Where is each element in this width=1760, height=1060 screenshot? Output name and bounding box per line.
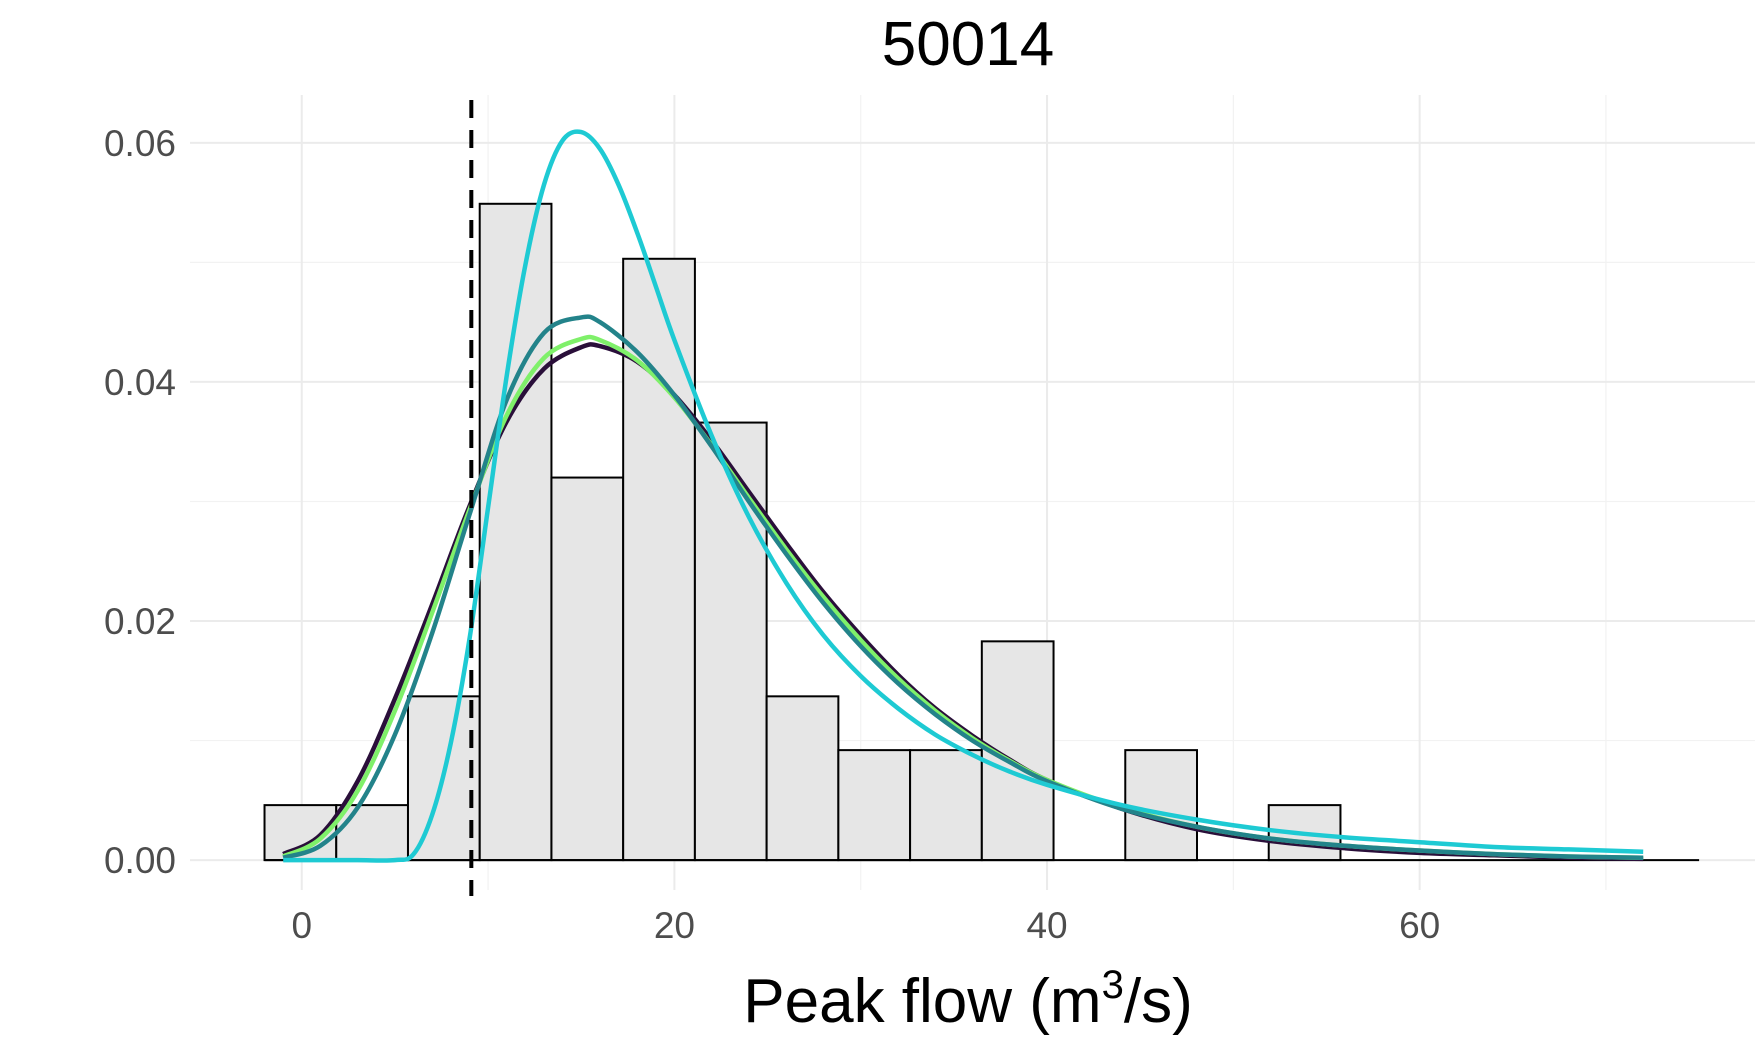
histogram-bars xyxy=(263,202,1342,862)
x-axis-title-tail: /s) xyxy=(1124,967,1193,1036)
chart-title: 50014 xyxy=(882,10,1054,79)
y-tick-label: 0.00 xyxy=(104,840,176,881)
density-curves xyxy=(282,129,1644,863)
x-tick-label: 20 xyxy=(654,905,695,946)
histogram-bar xyxy=(765,695,840,862)
y-tick-label: 0.02 xyxy=(104,601,176,642)
x-axis-title-main: Peak flow (m xyxy=(743,967,1101,1036)
density-curve-3 xyxy=(282,314,1644,860)
histogram-bar xyxy=(1124,749,1199,862)
histogram-bar xyxy=(478,202,553,862)
density-curve-4 xyxy=(283,129,1644,863)
tick-labels: 0 20 40 60 0.00 0.02 0.04 0.06 xyxy=(104,123,1440,946)
histogram-bar xyxy=(335,804,409,862)
y-tick-label: 0.06 xyxy=(104,123,176,164)
histogram-bar xyxy=(550,476,625,862)
y-tick-label: 0.04 xyxy=(104,362,176,403)
x-axis-title-superscript: 3 xyxy=(1102,963,1124,1007)
x-tick-label: 0 xyxy=(291,905,312,946)
histogram-bar xyxy=(693,421,768,862)
x-tick-label: 60 xyxy=(1399,905,1440,946)
x-tick-label: 40 xyxy=(1026,905,1067,946)
histogram-bar xyxy=(909,749,983,862)
histogram-bar xyxy=(837,749,912,862)
x-axis-title: Peak flow (m3/s) xyxy=(743,963,1192,1036)
